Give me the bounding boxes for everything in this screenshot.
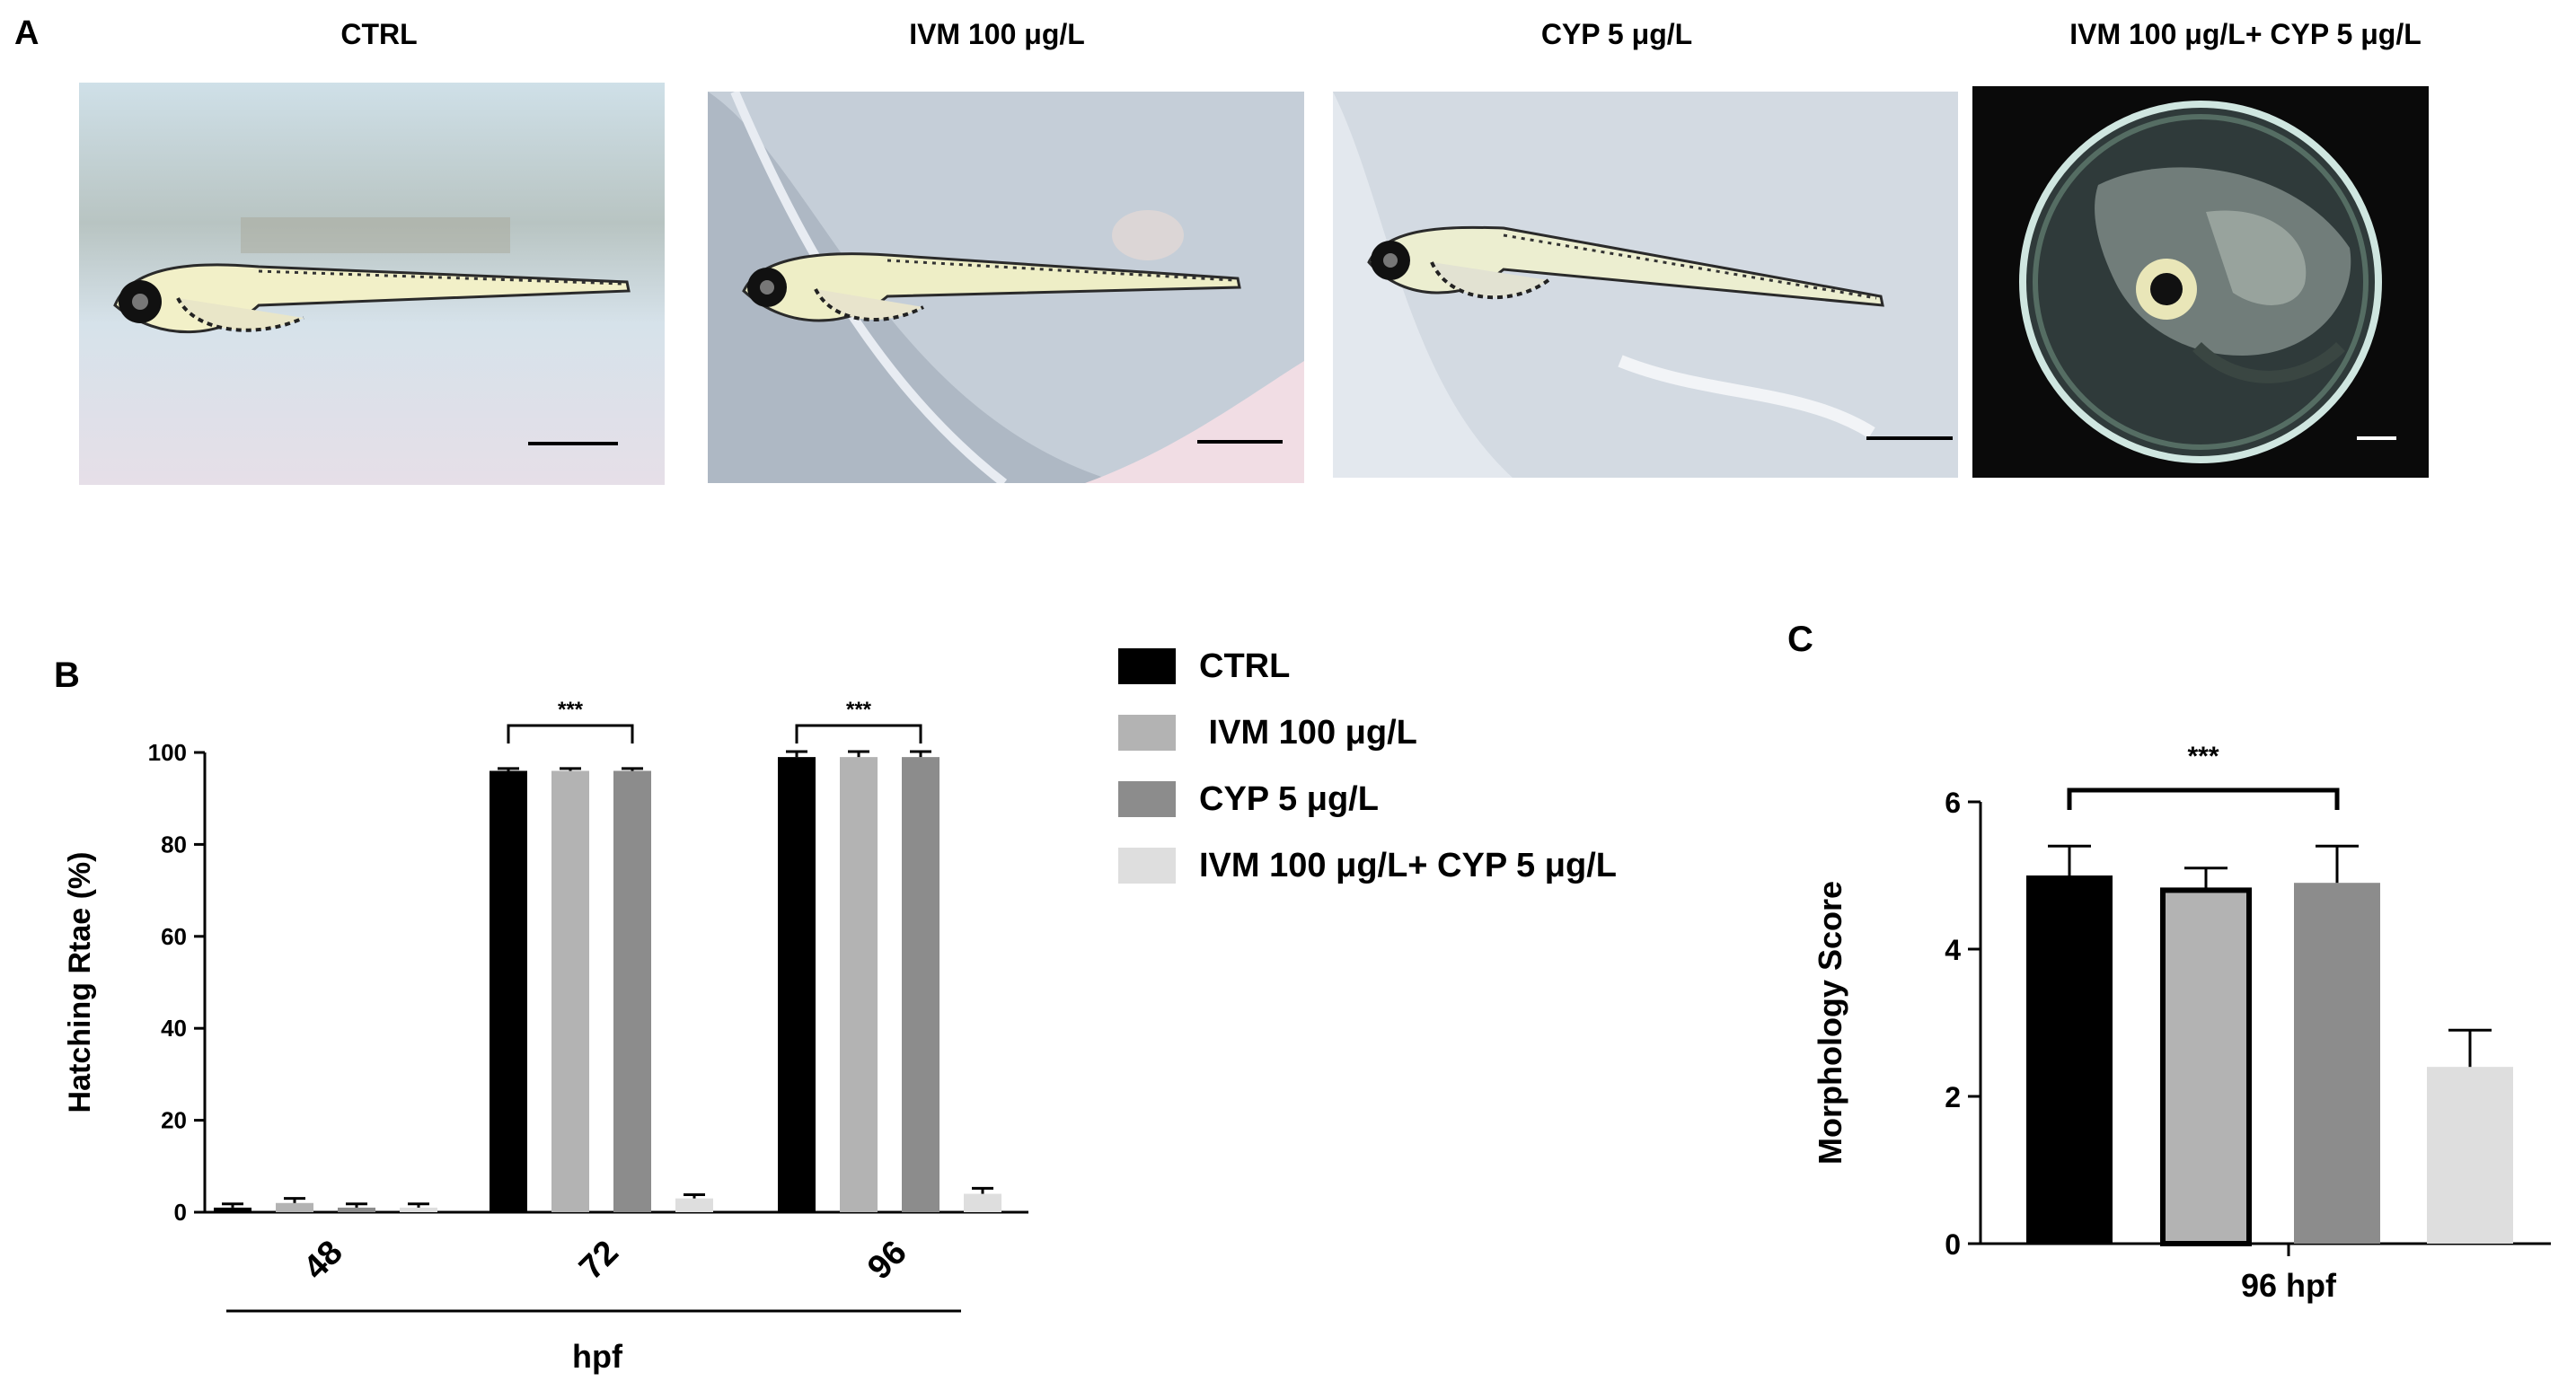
significance-bracket [2067,787,2340,810]
y-tick-label: 60 [161,923,187,950]
chart-b-hatching-rate: 0 20 40 60 80 100 Hatching Rtae (%) 48 72 96 hpf **… [63,698,1028,1375]
chart-c-morphology-score: 0 2 4 6 Morphology Score 96 hpf *** [1812,742,2551,1304]
legend-item-ctrl: CTRL [1118,633,1617,699]
bar [276,1202,313,1212]
bar [2160,887,2252,1247]
bar [214,1207,251,1212]
y-tick-label: 0 [174,1199,187,1226]
bar [902,757,940,1212]
y-tick-label: 20 [161,1107,187,1134]
y-tick-label: 100 [148,739,187,766]
bar [613,770,651,1212]
legend-label-ctrl: CTRL [1199,647,1291,685]
bar [338,1207,375,1212]
x-axis-label: hpf [572,1338,623,1375]
embryo-photo-ivm-cyp [1972,86,2429,478]
legend-item-cyp: CYP 5 μg/L [1118,766,1617,832]
bar [2026,875,2113,1244]
panel-c-letter: C [1787,620,1813,659]
legend-label-ivm: IVM 100 μg/L [1199,713,1417,752]
legend-swatch-cyp [1118,781,1176,817]
significance-label: *** [846,698,872,722]
image-title-ctrl: CTRL [340,18,418,50]
legend-label-ivm-cyp: IVM 100 μg/L+ CYP 5 μg/L [1199,846,1617,884]
bar [964,1193,1001,1212]
legend-label-cyp: CYP 5 μg/L [1199,779,1379,818]
y-tick-label: 40 [161,1015,187,1042]
x-axis-label: 96 hpf [2241,1267,2337,1304]
larva-photo-ivm [708,92,1304,483]
legend-item-ivm-cyp: IVM 100 μg/L+ CYP 5 μg/L [1118,832,1617,899]
x-tick-label: 72 [572,1234,626,1288]
bar [778,757,816,1212]
legend: CTRL IVM 100 μg/L CYP 5 μg/L IVM 100 μg/… [1118,633,1617,899]
bar [840,757,878,1212]
bar [675,1198,713,1212]
image-title-ivm-cyp: IVM 100 μg/L+ CYP 5 μg/L [2069,18,2422,50]
larva-photo-ctrl [79,83,665,485]
y-axis-label: Morphology Score [1812,881,1848,1165]
bar [2294,883,2380,1244]
legend-swatch-ivm [1118,715,1176,751]
bar [490,770,527,1212]
x-tick-label: 96 [860,1234,914,1288]
image-title-ivm: IVM 100 μg/L [909,18,1085,50]
panel-b-letter: B [54,655,80,695]
legend-swatch-ctrl [1118,648,1176,684]
significance-bracket [507,724,634,743]
y-tick-label: 2 [1945,1081,1961,1113]
y-axis-label: Hatching Rtae (%) [63,852,97,1113]
x-tick-label: 48 [296,1234,350,1288]
bar [2427,1067,2513,1244]
bar [551,770,589,1212]
significance-label: *** [558,698,584,722]
y-tick-label: 80 [161,831,187,858]
larva-photo-cyp [1333,92,1958,478]
image-title-cyp: CYP 5 μg/L [1540,18,1693,50]
panel-a-letter: A [14,14,40,52]
y-tick-label: 6 [1945,787,1961,819]
legend-swatch-ivm-cyp [1118,848,1176,884]
y-tick-label: 0 [1945,1228,1961,1261]
y-tick-label: 4 [1945,934,1961,966]
legend-item-ivm: IVM 100 μg/L [1118,699,1617,766]
significance-bracket [795,724,922,743]
significance-label: *** [2187,742,2219,771]
bar [400,1207,437,1212]
